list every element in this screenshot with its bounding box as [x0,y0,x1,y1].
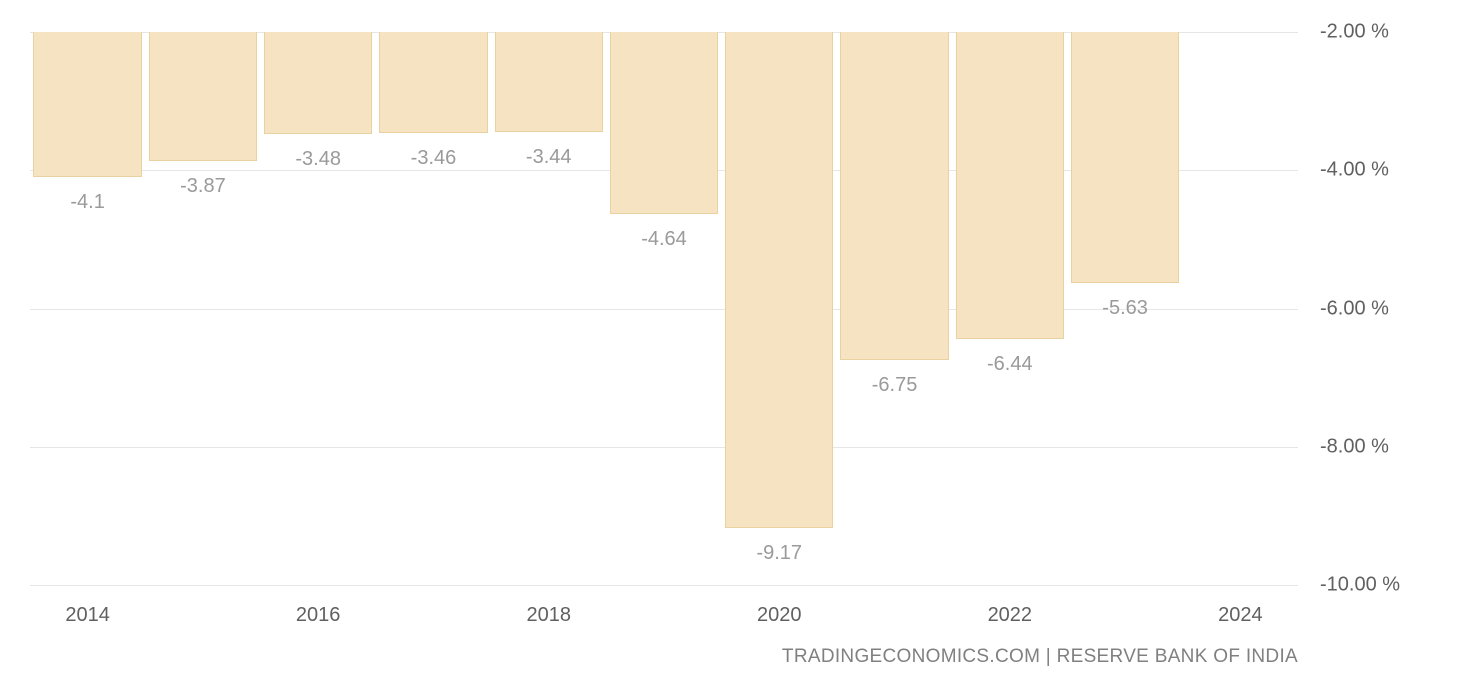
y-axis-tick-label: -8.00 % [1320,435,1389,458]
y-axis-tick-label: -2.00 % [1320,21,1389,44]
x-axis-tick-label: 2014 [65,604,110,627]
source-label: TRADINGECONOMICS.COM | RESERVE BANK OF I… [782,646,1298,668]
bar [33,32,141,177]
y-axis-tick-label: -4.00 % [1320,159,1389,182]
gridline [30,447,1298,448]
bar [379,32,487,133]
bar [1071,32,1179,283]
bar [149,32,257,161]
bar-value-label: -4.1 [70,191,104,214]
bar-value-label: -9.17 [756,542,802,565]
x-axis-tick-label: 2020 [757,604,802,627]
bar-value-label: -3.48 [295,148,341,171]
x-axis-tick-label: 2016 [296,604,341,627]
bar-value-label: -3.44 [526,146,572,169]
x-axis-tick-label: 2024 [1218,604,1263,627]
bar-value-label: -5.63 [1102,297,1148,320]
bar-value-label: -6.75 [872,374,918,397]
gridline [30,585,1298,586]
bar [495,32,603,132]
y-axis-tick-label: -10.00 % [1320,574,1400,597]
bar [956,32,1064,339]
bar-value-label: -4.64 [641,228,687,251]
x-axis-tick-label: 2018 [526,604,571,627]
bar [725,32,833,528]
bar-value-label: -3.46 [411,147,457,170]
bar [610,32,718,214]
x-axis-tick-label: 2022 [988,604,1033,627]
bar [264,32,372,134]
y-axis-tick-label: -6.00 % [1320,297,1389,320]
bar-value-label: -3.87 [180,175,226,198]
bar [840,32,948,360]
chart-container: -2.00 % -4.00 % -6.00 % -8.00 % -10.00 % 2014… [0,0,1460,680]
bar-value-label: -6.44 [987,353,1033,376]
